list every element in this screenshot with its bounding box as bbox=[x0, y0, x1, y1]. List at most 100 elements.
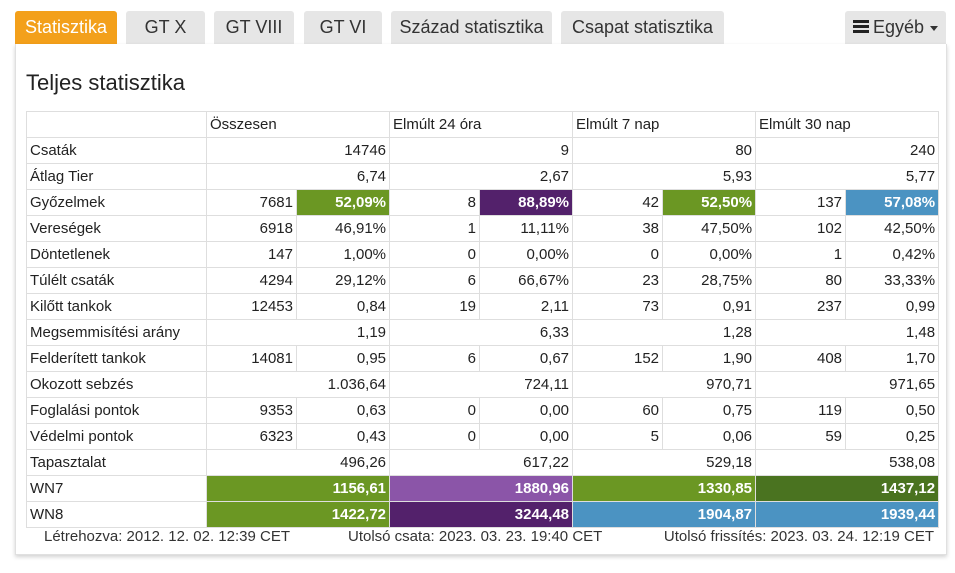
value-cell: 5,77 bbox=[755, 163, 940, 190]
ratio-cell: 33,33% bbox=[845, 267, 940, 294]
highlighted-value-cell: 1156,61 bbox=[205, 475, 391, 502]
tab-statisztika[interactable]: Statisztika bbox=[15, 11, 117, 44]
row-label: Foglalási pontok bbox=[26, 397, 207, 424]
tab-gt-x[interactable]: GT X bbox=[126, 11, 205, 44]
count-cell: 0 bbox=[572, 241, 664, 268]
count-cell: 119 bbox=[755, 397, 847, 424]
count-cell: 59 bbox=[755, 423, 847, 450]
stats-table-body: Csaták 14746 9 80 240 Átlag Tier 6,74 2,67 5,93 5… bbox=[26, 137, 940, 528]
count-cell: 9353 bbox=[206, 397, 297, 424]
count-cell: 6323 bbox=[206, 423, 297, 450]
ratio-cell: 0,91 bbox=[662, 293, 757, 320]
table-row: Kilőtt tankok 12453 0,84 19 2,11 73 0,91 237 0,9… bbox=[26, 293, 940, 320]
count-cell: 73 bbox=[572, 293, 664, 320]
ratio-cell: 0,67 bbox=[479, 345, 574, 372]
ratio-cell: 0,95 bbox=[295, 345, 391, 372]
row-label: Döntetlenek bbox=[26, 241, 207, 268]
ratio-cell: 0,00 bbox=[479, 397, 574, 424]
row-label: Átlag Tier bbox=[26, 163, 207, 190]
count-cell: 152 bbox=[572, 345, 664, 372]
count-cell: 237 bbox=[755, 293, 847, 320]
more-menu-label: Egyéb bbox=[872, 17, 925, 37]
count-cell: 102 bbox=[755, 215, 847, 242]
value-cell: 538,08 bbox=[755, 449, 940, 476]
ratio-cell: 0,00 bbox=[479, 423, 574, 450]
created-at: Létrehozva: 2012. 12. 02. 12:39 CET bbox=[44, 528, 290, 545]
table-row: Okozott sebzés 1.036,64 724,11 970,71 971,65 bbox=[26, 371, 940, 398]
value-cell: 240 bbox=[755, 137, 940, 164]
tab-gt-viii[interactable]: GT VIII bbox=[214, 11, 294, 44]
ratio-cell: 0,43 bbox=[295, 423, 391, 450]
row-label: Győzelmek bbox=[26, 189, 207, 216]
value-cell: 5,93 bbox=[572, 163, 757, 190]
count-cell: 42 bbox=[572, 189, 664, 216]
count-cell: 408 bbox=[755, 345, 847, 372]
header-label-cell bbox=[26, 111, 207, 138]
more-menu-button[interactable]: Egyéb bbox=[845, 11, 946, 44]
count-cell: 0 bbox=[389, 423, 481, 450]
ratio-cell: 0,75 bbox=[662, 397, 757, 424]
count-cell: 23 bbox=[572, 267, 664, 294]
ratio-cell: 47,50% bbox=[662, 215, 757, 242]
nav-tabs: Statisztika GT X GT VIII GT VI Század st… bbox=[15, 11, 948, 45]
header-total: Összesen bbox=[205, 111, 391, 138]
count-cell: 7681 bbox=[206, 189, 297, 216]
caret-down-icon bbox=[930, 25, 939, 31]
row-label: Védelmi pontok bbox=[26, 423, 207, 450]
value-cell: 1,48 bbox=[755, 319, 940, 346]
value-cell: 496,26 bbox=[205, 449, 391, 476]
ratio-cell: 0,50 bbox=[845, 397, 940, 424]
ratio-cell: 46,91% bbox=[295, 215, 391, 242]
row-label: Vereségek bbox=[26, 215, 207, 242]
row-label: Megsemmisítési arány bbox=[26, 319, 207, 346]
highlighted-value-cell: 1422,72 bbox=[205, 501, 391, 528]
value-cell: 6,74 bbox=[205, 163, 391, 190]
value-cell: 1,28 bbox=[572, 319, 757, 346]
page-title: Teljes statisztika bbox=[26, 70, 185, 95]
header-7d: Elmúlt 7 nap bbox=[572, 111, 757, 138]
row-label: Tapasztalat bbox=[26, 449, 207, 476]
table-row: Túlélt csaták 4294 29,12% 6 66,67% 23 28,75% 80… bbox=[26, 267, 940, 294]
ratio-cell: 0,00% bbox=[479, 241, 574, 268]
ratio-cell: 0,63 bbox=[295, 397, 391, 424]
count-cell: 8 bbox=[389, 189, 481, 216]
stats-table: Összesen Elmúlt 24 óra Elmúlt 7 nap Elmú… bbox=[26, 111, 940, 528]
value-cell: 617,22 bbox=[389, 449, 574, 476]
value-cell: 724,11 bbox=[389, 371, 574, 398]
count-cell: 6 bbox=[389, 345, 481, 372]
highlighted-value-cell: 57,08% bbox=[845, 189, 940, 216]
highlighted-value-cell: 52,50% bbox=[662, 189, 757, 216]
stats-panel: Teljes statisztika Összesen Elmúlt 24 ór… bbox=[15, 44, 947, 555]
ratio-cell: 29,12% bbox=[295, 267, 391, 294]
count-cell: 6 bbox=[389, 267, 481, 294]
value-cell: 9 bbox=[389, 137, 574, 164]
count-cell: 147 bbox=[206, 241, 297, 268]
value-cell: 6,33 bbox=[389, 319, 574, 346]
ratio-cell: 66,67% bbox=[479, 267, 574, 294]
header-30d: Elmúlt 30 nap bbox=[755, 111, 940, 138]
ratio-cell: 11,11% bbox=[479, 215, 574, 242]
highlighted-value-cell: 52,09% bbox=[295, 189, 391, 216]
table-row: Csaták 14746 9 80 240 bbox=[26, 137, 940, 164]
ratio-cell: 28,75% bbox=[662, 267, 757, 294]
ratio-cell: 0,99 bbox=[845, 293, 940, 320]
count-cell: 5 bbox=[572, 423, 664, 450]
last-battle: Utolsó csata: 2023. 03. 23. 19:40 CET bbox=[348, 528, 603, 545]
tab-csapat-statisztika[interactable]: Csapat statisztika bbox=[561, 11, 724, 44]
value-cell: 2,67 bbox=[389, 163, 574, 190]
value-cell: 1,19 bbox=[205, 319, 391, 346]
table-row: Tapasztalat 496,26 617,22 529,18 538,08 bbox=[26, 449, 940, 476]
highlighted-value-cell: 1904,87 bbox=[572, 501, 757, 528]
tab-szazad-statisztika[interactable]: Század statisztika bbox=[391, 11, 552, 44]
ratio-cell: 1,70 bbox=[845, 345, 940, 372]
ratio-cell: 2,11 bbox=[479, 293, 574, 320]
highlighted-value-cell: 1330,85 bbox=[572, 475, 757, 502]
count-cell: 80 bbox=[755, 267, 847, 294]
count-cell: 4294 bbox=[206, 267, 297, 294]
row-label: Csaták bbox=[26, 137, 207, 164]
row-label: WN8 bbox=[26, 501, 207, 528]
ratio-cell: 0,06 bbox=[662, 423, 757, 450]
tab-gt-vi[interactable]: GT VI bbox=[304, 11, 382, 44]
footer: Létrehozva: 2012. 12. 02. 12:39 CET Utol… bbox=[26, 528, 934, 548]
hamburger-icon bbox=[852, 19, 869, 33]
